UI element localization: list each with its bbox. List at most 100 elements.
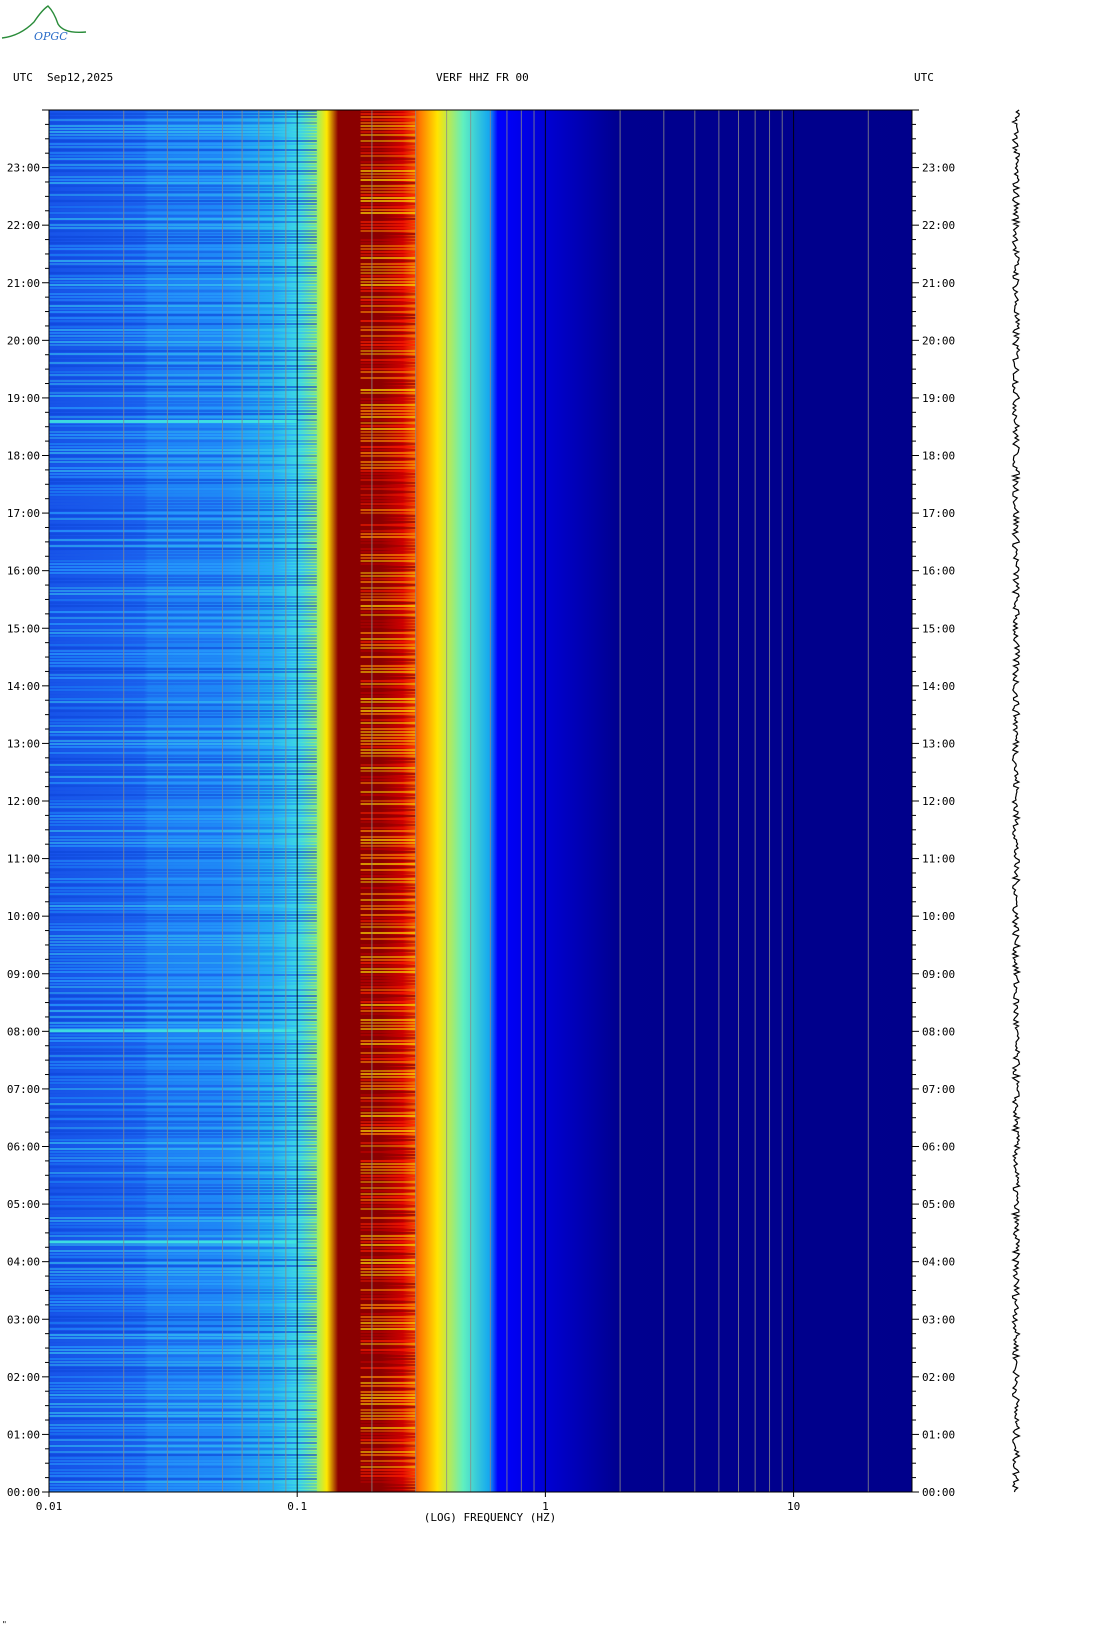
band-stripe: [360, 638, 416, 640]
right-time-label: 01:00: [922, 1428, 955, 1441]
band-stripe: [360, 1439, 416, 1441]
band-stripe: [360, 1382, 416, 1384]
band-stripe: [360, 299, 416, 301]
low-freq-stripe: [49, 896, 317, 898]
low-freq-stripe: [49, 1304, 317, 1306]
band-stripe: [360, 1229, 416, 1231]
low-freq-stripe: [49, 1421, 317, 1423]
low-freq-stripe: [49, 875, 317, 877]
low-freq-stripe: [49, 1460, 317, 1462]
band-stripe: [360, 596, 416, 598]
band-stripe: [360, 419, 416, 421]
low-freq-stripe: [49, 536, 317, 538]
band-stripe: [360, 893, 416, 895]
band-stripe: [360, 770, 416, 772]
low-freq-stripe: [49, 1295, 317, 1297]
band-stripe: [360, 335, 416, 337]
low-freq-stripe: [49, 395, 317, 397]
left-time-label: 04:00: [7, 1256, 40, 1269]
low-freq-stripe: [49, 185, 317, 187]
low-freq-stripe: [49, 839, 317, 841]
band-stripe: [360, 1097, 416, 1099]
low-freq-stripe: [49, 920, 317, 922]
low-freq-stripe: [49, 146, 317, 148]
low-freq-stripe: [49, 668, 317, 670]
band-stripe: [360, 878, 416, 880]
low-freq-stripe: [49, 944, 317, 946]
low-freq-stripe: [49, 1196, 317, 1198]
low-freq-stripe: [49, 884, 317, 886]
band-stripe: [360, 626, 416, 628]
band-stripe: [360, 1301, 416, 1303]
band-stripe: [360, 695, 416, 697]
band-stripe: [360, 509, 416, 511]
band-stripe: [360, 464, 416, 466]
low-freq-stripe: [49, 1076, 317, 1078]
band-stripe: [360, 482, 416, 484]
band-stripe: [360, 818, 416, 820]
low-freq-stripe: [49, 212, 317, 214]
low-freq-stripe: [49, 1007, 317, 1009]
low-freq-stripe: [49, 1061, 317, 1063]
low-freq-stripe: [49, 1406, 317, 1408]
low-freq-stripe: [49, 770, 317, 772]
left-timezone-label: UTC: [13, 71, 33, 84]
low-freq-stripe: [49, 1325, 317, 1327]
low-freq-stripe: [49, 1043, 317, 1045]
low-freq-stripe: [49, 248, 317, 250]
band-stripe: [360, 584, 416, 586]
low-freq-stripe: [49, 386, 317, 388]
low-freq-stripe: [49, 1247, 317, 1249]
low-freq-stripe: [49, 695, 317, 697]
band-stripe: [360, 677, 416, 679]
time-stripes: [49, 110, 416, 1492]
low-freq-stripe: [49, 1019, 317, 1021]
low-freq-stripe: [49, 950, 317, 952]
low-freq-stripe: [49, 974, 317, 976]
x-axis-label: (LOG) FREQUENCY (HZ): [424, 1511, 556, 1524]
band-stripe: [360, 995, 416, 997]
low-freq-stripe: [49, 707, 317, 709]
band-stripe: [360, 1124, 416, 1126]
right-time-label: 11:00: [922, 853, 955, 866]
low-freq-stripe: [49, 287, 317, 289]
right-time-label: 07:00: [922, 1083, 955, 1096]
band-stripe: [360, 1184, 416, 1186]
low-freq-stripe: [49, 209, 317, 211]
low-freq-stripe: [49, 1088, 317, 1090]
low-freq-stripe: [49, 1328, 317, 1330]
band-stripe: [360, 1259, 416, 1261]
band-stripe: [360, 1277, 416, 1279]
low-freq-stripe: [49, 1163, 317, 1165]
low-freq-stripe: [49, 1481, 317, 1483]
band-stripe: [360, 734, 416, 736]
low-freq-stripe: [49, 272, 317, 274]
low-freq-stripe: [49, 545, 317, 547]
band-stripe: [360, 1157, 416, 1159]
low-freq-stripe: [49, 158, 317, 160]
band-stripe: [360, 1190, 416, 1192]
band-stripe: [360, 1160, 416, 1162]
low-freq-stripe: [49, 1022, 317, 1024]
low-freq-stripe: [49, 1034, 317, 1036]
low-freq-stripe: [49, 1442, 317, 1444]
low-freq-stripe: [49, 659, 317, 661]
band-stripe: [360, 896, 416, 898]
band-stripe: [360, 287, 416, 289]
low-freq-stripe: [49, 914, 317, 916]
band-stripe: [360, 1073, 416, 1075]
band-stripe: [360, 326, 416, 328]
band-stripe: [360, 506, 416, 508]
low-freq-stripe: [49, 515, 317, 517]
band-stripe: [360, 1478, 416, 1480]
low-freq-stripe: [49, 1124, 317, 1126]
band-stripe: [360, 1337, 416, 1339]
right-time-label: 15:00: [922, 622, 955, 635]
left-time-label: 06:00: [7, 1141, 40, 1154]
band-stripe: [360, 866, 416, 868]
low-freq-stripe: [49, 221, 317, 223]
band-stripe: [360, 1238, 416, 1240]
band-stripe: [360, 839, 416, 841]
low-freq-stripe: [49, 1463, 317, 1465]
low-freq-stripe: [49, 1466, 317, 1468]
